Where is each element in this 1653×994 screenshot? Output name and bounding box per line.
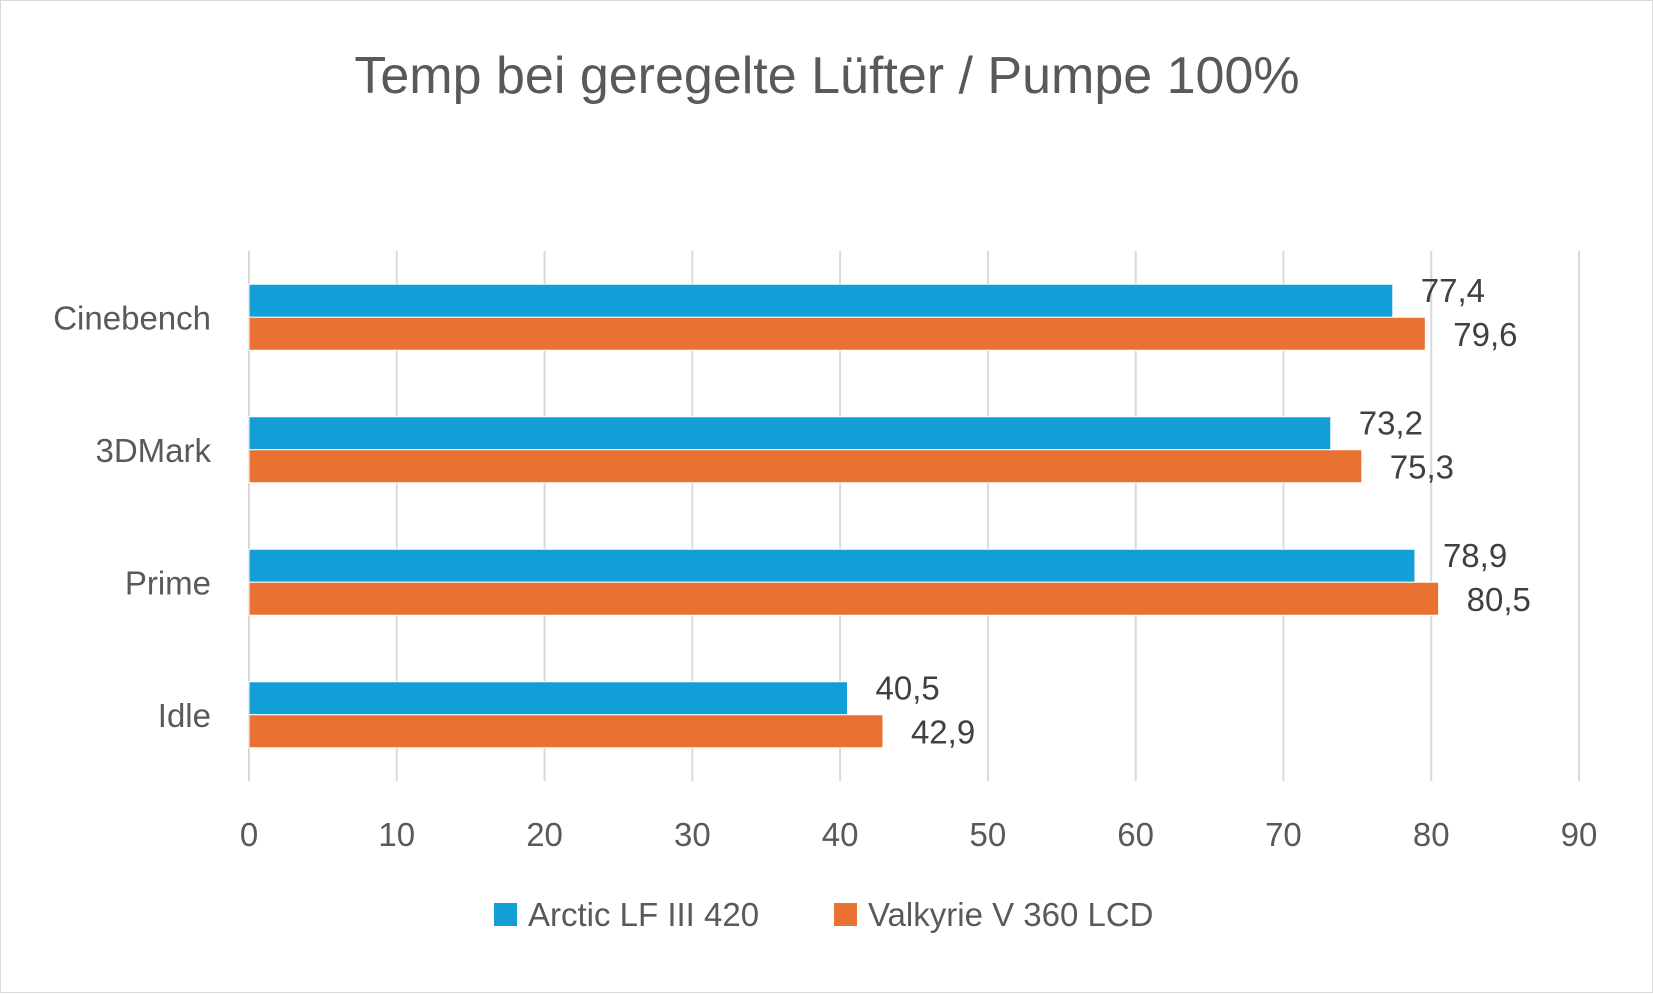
- category-label: Prime: [125, 564, 211, 601]
- category-label: Cinebench: [53, 299, 211, 336]
- legend-label: Arctic LF III 420: [528, 896, 759, 933]
- data-label: 42,9: [911, 713, 975, 750]
- category-label: 3DMark: [95, 432, 211, 469]
- data-label: 78,9: [1443, 537, 1507, 574]
- x-tick-label: 10: [378, 816, 415, 853]
- x-tick-label: 70: [1265, 816, 1302, 853]
- data-label: 77,4: [1421, 272, 1485, 309]
- x-tick-label: 60: [1117, 816, 1154, 853]
- x-tick-label: 20: [526, 816, 563, 853]
- category-label: Idle: [158, 697, 211, 734]
- category-axis: Cinebench 3DMark Prime Idle: [53, 299, 211, 734]
- data-label: 40,5: [876, 669, 940, 706]
- bar-arctic-cinebench: [248, 283, 1394, 318]
- x-tick-label: 40: [822, 816, 859, 853]
- bar-valkyrie-idle: [248, 714, 884, 749]
- data-label: 73,2: [1359, 404, 1423, 441]
- bar-valkyrie-prime: [248, 581, 1440, 616]
- data-label: 79,6: [1453, 316, 1517, 353]
- bar-arctic-idle: [248, 681, 848, 716]
- data-label: 80,5: [1467, 581, 1531, 618]
- bar-valkyrie-cinebench: [248, 316, 1426, 351]
- legend-swatch-valkyrie: [834, 903, 857, 926]
- value-axis: 0 10 20 30 40 50 60 70 80 90: [240, 816, 1598, 853]
- data-label: 75,3: [1390, 448, 1454, 485]
- bar-arctic-3dmark: [248, 416, 1332, 451]
- data-labels: 77,4 79,6 73,2 75,3 78,9 80,5 40,5 42,9: [876, 272, 1531, 751]
- x-tick-label: 0: [240, 816, 258, 853]
- bar-series: [248, 283, 1440, 749]
- x-tick-label: 90: [1561, 816, 1598, 853]
- x-tick-label: 30: [674, 816, 711, 853]
- legend-swatch-arctic: [494, 903, 517, 926]
- chart-title: Temp bei geregelte Lüfter / Pumpe 100%: [354, 47, 1299, 105]
- x-tick-label: 80: [1413, 816, 1450, 853]
- legend: Arctic LF III 420 Valkyrie V 360 LCD: [494, 896, 1154, 933]
- bar-valkyrie-3dmark: [248, 449, 1363, 484]
- legend-label: Valkyrie V 360 LCD: [868, 896, 1154, 933]
- bar-arctic-prime: [248, 548, 1416, 583]
- x-tick-label: 50: [970, 816, 1007, 853]
